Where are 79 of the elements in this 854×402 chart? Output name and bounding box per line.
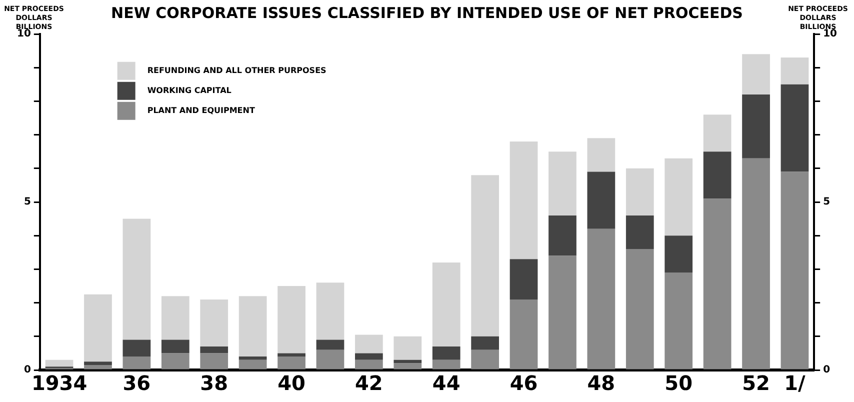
bar — [316, 282, 344, 340]
bar — [122, 340, 151, 357]
bar — [664, 236, 693, 273]
x-tick-label: 46 — [510, 371, 538, 396]
bar — [394, 360, 422, 364]
bar — [703, 114, 732, 152]
bar — [316, 350, 344, 370]
bar — [780, 84, 809, 172]
bar — [471, 336, 499, 350]
x-tick-label: 50 — [664, 371, 693, 396]
bar — [122, 356, 151, 370]
bar — [780, 58, 809, 84]
x-tick-label: 1934 — [31, 371, 88, 396]
x-tick-label: 48 — [587, 371, 616, 396]
bar — [626, 168, 654, 216]
x-tick-label: 40 — [278, 371, 306, 396]
bar — [471, 350, 499, 370]
bar — [394, 336, 422, 360]
bar — [510, 299, 538, 370]
bar — [394, 363, 422, 370]
y-tick-label: 10 — [16, 28, 31, 40]
bar — [780, 172, 809, 370]
bar — [626, 249, 654, 370]
x-tick-label: 44 — [432, 371, 460, 396]
legend-label: WORKING CAPITAL — [147, 86, 232, 95]
y2-tick-label: 10 — [823, 28, 838, 40]
bar — [432, 262, 460, 346]
y-tick-label: 5 — [24, 196, 31, 208]
bar — [278, 356, 306, 370]
bar — [278, 286, 306, 354]
bar — [200, 353, 228, 370]
bar — [45, 360, 74, 367]
bar — [161, 296, 190, 340]
bar — [200, 299, 228, 346]
bar — [471, 175, 499, 336]
bar — [355, 353, 383, 360]
x-tick-label: 1/ — [784, 371, 806, 396]
bar — [355, 334, 383, 354]
bar — [161, 353, 190, 370]
bar — [587, 228, 616, 370]
bar — [742, 94, 770, 158]
bar — [664, 272, 693, 370]
bar — [742, 54, 770, 94]
bar — [587, 138, 616, 172]
bar — [626, 215, 654, 250]
bar — [200, 346, 228, 354]
bar — [587, 172, 616, 229]
bar — [432, 346, 460, 360]
bar — [161, 340, 190, 354]
bar — [278, 353, 306, 357]
bar — [316, 340, 344, 350]
bar — [664, 158, 693, 236]
bar — [703, 198, 732, 370]
x-tick-label: 36 — [122, 371, 151, 396]
y2-tick-label: 0 — [823, 364, 830, 376]
bar — [703, 152, 732, 199]
x-tick-label: 38 — [200, 371, 228, 396]
bar — [355, 360, 383, 370]
bar — [548, 215, 576, 256]
bar — [84, 364, 112, 370]
bar — [510, 259, 538, 300]
y-tick-label: 0 — [24, 364, 31, 376]
legend-label: REFUNDING AND ALL OTHER PURPOSES — [147, 66, 327, 75]
x-tick-label: 42 — [355, 371, 383, 396]
bar — [122, 218, 151, 340]
y2-tick-label: 5 — [823, 196, 830, 208]
bar — [548, 152, 576, 216]
legend-label: PLANT AND EQUIPMENT — [147, 106, 256, 115]
bar — [238, 356, 267, 360]
x-tick-label: 52 — [742, 371, 770, 396]
chart-title: NEW CORPORATE ISSUES CLASSIFIED BY INTENDED USE OF NET PROCEEDS — [111, 4, 743, 22]
bar — [238, 360, 267, 370]
bar — [548, 256, 576, 370]
bar — [84, 362, 112, 365]
bar — [84, 294, 112, 362]
bar — [432, 360, 460, 370]
bar — [510, 142, 538, 260]
bar — [742, 158, 770, 370]
bar — [238, 296, 267, 357]
